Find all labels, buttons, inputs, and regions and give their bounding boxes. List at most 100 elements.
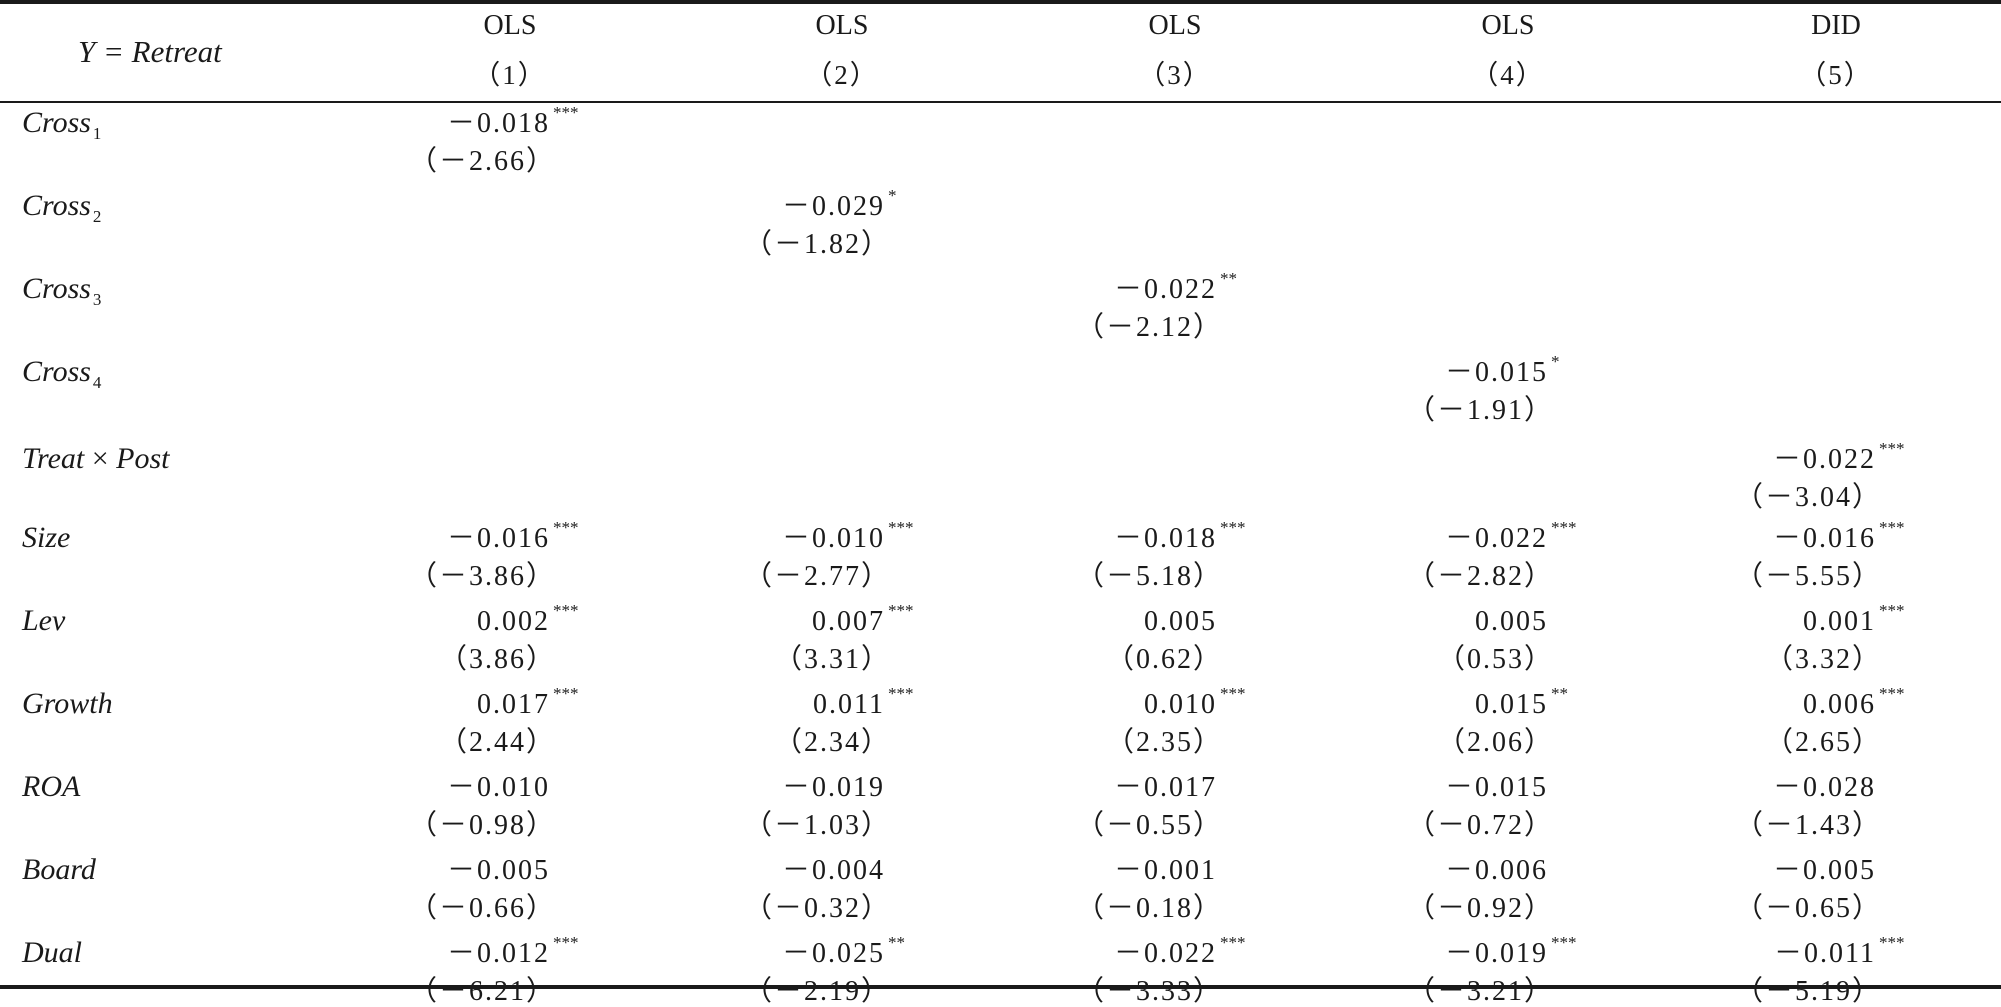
coefficient: －0.012 ***: [446, 933, 579, 969]
variable-name: Cross 1: [22, 106, 102, 143]
t-statistic: （－0.32）: [743, 893, 891, 924]
coefficient: －0.011 ***: [1774, 933, 1905, 969]
t-statistic: （3.86）: [438, 644, 556, 675]
coefficient: 0.011 ***: [813, 684, 914, 720]
coefficient: －0.005: [1772, 855, 1876, 886]
t-statistic: （－2.77）: [743, 561, 891, 592]
significance-stars: ***: [1220, 518, 1246, 537]
significance-stars: ***: [1879, 439, 1905, 458]
t-statistic: （2.44）: [438, 727, 556, 758]
significance-stars: ***: [553, 518, 579, 537]
dependent-variable-label: Y = Retreat: [78, 34, 222, 69]
t-statistic: （－2.66）: [408, 146, 556, 177]
t-statistic: （3.31）: [773, 644, 891, 675]
t-statistic: （2.34）: [773, 727, 891, 758]
significance-stars: ***: [553, 684, 579, 703]
variable-name: Treat × Post: [22, 442, 170, 475]
t-statistic: （－5.55）: [1734, 561, 1882, 592]
coefficient: 0.007 ***: [812, 601, 914, 637]
column-model-5: DID: [1811, 10, 1861, 41]
coefficient: －0.001: [1113, 855, 1217, 886]
significance-stars: ***: [1551, 933, 1577, 952]
coefficient: 0.001 ***: [1803, 601, 1905, 637]
coefficient: 0.005: [1475, 606, 1548, 637]
header-rule: [0, 101, 2001, 103]
column-model-2: OLS: [815, 10, 869, 41]
t-statistic: （－1.91）: [1406, 395, 1554, 426]
t-statistic: （－0.66）: [408, 893, 556, 924]
t-statistic: （2.35）: [1105, 727, 1223, 758]
t-statistic: （－0.55）: [1075, 810, 1223, 841]
significance-stars: ***: [553, 933, 579, 952]
column-model-3: OLS: [1148, 10, 1202, 41]
t-statistic: （－6.21）: [408, 976, 556, 1007]
coefficient: －0.018 ***: [446, 103, 579, 139]
t-statistic: （－0.72）: [1406, 810, 1554, 841]
t-statistic: （－2.82）: [1406, 561, 1554, 592]
column-model-4: OLS: [1481, 10, 1535, 41]
coefficient: －0.004: [781, 855, 885, 886]
t-statistic: （0.62）: [1105, 644, 1223, 675]
t-statistic: （－0.65）: [1734, 893, 1882, 924]
t-statistic: （－0.98）: [408, 810, 556, 841]
significance-stars: *: [1551, 352, 1560, 371]
coefficient: －0.029 *: [781, 186, 897, 222]
t-statistic: （－2.12）: [1075, 312, 1223, 343]
significance-stars: ***: [1551, 518, 1577, 537]
coefficient: －0.022 ***: [1772, 439, 1905, 475]
column-number-2: （2）: [805, 60, 879, 90]
coefficient: －0.005: [446, 855, 550, 886]
coefficient: －0.018 ***: [1113, 518, 1246, 554]
t-statistic: （2.06）: [1436, 727, 1554, 758]
column-number-1: （1）: [473, 60, 547, 90]
coefficient: －0.028: [1772, 772, 1876, 803]
t-statistic: （－1.03）: [743, 810, 891, 841]
variable-name: ROA: [22, 770, 81, 803]
significance-stars: **: [888, 933, 905, 952]
t-statistic: （－2.19）: [743, 976, 891, 1007]
significance-stars: ***: [1879, 933, 1905, 952]
column-number-5: （5）: [1799, 60, 1873, 90]
coefficient: －0.016 ***: [446, 518, 579, 554]
variable-name: Cross 4: [22, 355, 102, 392]
variable-name: Cross 3: [22, 272, 102, 309]
variable-name: Lev: [22, 604, 66, 637]
variable-name: Size: [22, 521, 71, 554]
coefficient: －0.019 ***: [1444, 933, 1577, 969]
t-statistic: （－0.18）: [1075, 893, 1223, 924]
significance-stars: ***: [553, 103, 579, 122]
coefficient: －0.025 **: [781, 933, 905, 969]
t-statistic: （－3.21）: [1406, 976, 1554, 1007]
column-model-1: OLS: [483, 10, 537, 41]
variable-name: Cross 2: [22, 189, 102, 226]
significance-stars: ***: [888, 601, 914, 620]
coefficient: －0.006: [1444, 855, 1548, 886]
t-statistic: （－3.04）: [1734, 482, 1882, 513]
coefficient: 0.002 ***: [477, 601, 579, 637]
coefficient: －0.022 ***: [1444, 518, 1577, 554]
t-statistic: （－1.82）: [743, 229, 891, 260]
t-statistic: （－3.86）: [408, 561, 556, 592]
significance-stars: ***: [1879, 684, 1905, 703]
significance-stars: ***: [1220, 684, 1246, 703]
coefficient: －0.015 *: [1444, 352, 1560, 388]
significance-stars: ***: [888, 684, 914, 703]
coefficient: －0.022 **: [1113, 269, 1237, 305]
significance-stars: ***: [1220, 933, 1246, 952]
coefficient: 0.005: [1144, 606, 1217, 637]
coefficient: 0.006 ***: [1803, 684, 1905, 720]
t-statistic: （－0.92）: [1406, 893, 1554, 924]
significance-stars: ***: [1879, 518, 1905, 537]
significance-stars: **: [1551, 684, 1568, 703]
significance-stars: *: [888, 186, 897, 205]
column-number-3: （3）: [1138, 60, 1212, 90]
variable-name: Dual: [22, 936, 82, 969]
t-statistic: （0.53）: [1436, 644, 1554, 675]
significance-stars: ***: [888, 518, 914, 537]
t-statistic: （3.32）: [1764, 644, 1882, 675]
significance-stars: ***: [553, 601, 579, 620]
t-statistic: （2.65）: [1764, 727, 1882, 758]
significance-stars: **: [1220, 269, 1237, 288]
column-number-4: （4）: [1471, 60, 1545, 90]
coefficient: 0.010 ***: [1144, 684, 1246, 720]
